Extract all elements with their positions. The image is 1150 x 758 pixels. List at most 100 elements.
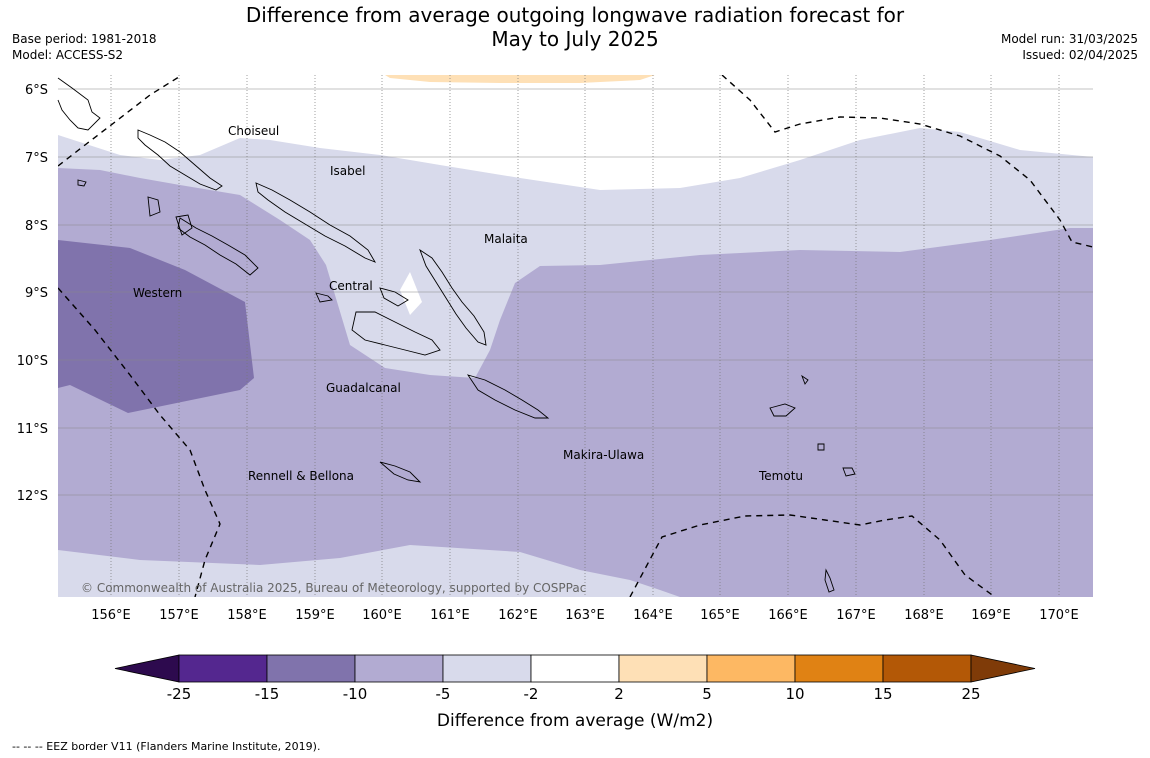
province-label-makira-ulawa: Makira-Ulawa (563, 448, 644, 462)
lon-label: 165°E (700, 608, 740, 623)
title-line-1: Difference from average outgoing longwav… (245, 3, 905, 27)
band-minus2-to-2 (58, 75, 1093, 190)
band-2-to-5 (385, 75, 655, 83)
tikopia-coast (817, 443, 825, 451)
vella-lavella-coast (175, 214, 193, 236)
province-label-choiseul: Choiseul (228, 124, 279, 138)
colorbar-tick-labels: -25 -15 -10 -5 -2 2 5 10 15 25 (167, 685, 981, 703)
colorbar-tick: 2 (614, 685, 624, 703)
lon-label: 162°E (498, 608, 538, 623)
lon-label: 164°E (633, 608, 673, 623)
eez-border-south (629, 514, 996, 597)
treasury-islands-coast (77, 179, 87, 187)
bougainville-coast (57, 77, 101, 131)
lon-label: 158°E (227, 608, 267, 623)
lon-label: 169°E (971, 608, 1011, 623)
lon-label: 157°E (159, 608, 199, 623)
colorbar (114, 654, 1036, 683)
band-minus15-to-minus10 (58, 240, 254, 413)
chart-title: Difference from average outgoing longwav… (150, 3, 1000, 51)
reef-islands-coast (801, 374, 809, 385)
lat-label: 12°S (17, 489, 48, 504)
graticule (58, 75, 1093, 597)
lat-label: 7°S (25, 151, 48, 166)
lon-label: 170°E (1039, 608, 1079, 623)
lon-label: 166°E (768, 608, 808, 623)
lon-label: 163°E (565, 608, 605, 623)
province-label-rennell-bellona: Rennell & Bellona (248, 469, 354, 483)
colorbar-tick: 15 (873, 685, 892, 703)
band-minus5-to-minus2-south (58, 545, 680, 597)
lat-label: 9°S (25, 286, 48, 301)
rennell-coast (379, 461, 422, 483)
eez-border-west (58, 287, 221, 597)
model-name: Model: ACCESS-S2 (12, 48, 124, 62)
colorbar-tick: -2 (524, 685, 539, 703)
anuta-coast (824, 568, 835, 593)
lat-label: 6°S (25, 83, 48, 98)
russell-islands-coast (315, 292, 333, 303)
colorbar-tick: -25 (167, 685, 192, 703)
colorbar-segment (178, 654, 268, 683)
issued-date: Issued: 02/04/2025 (1022, 48, 1138, 62)
lon-label: 161°E (430, 608, 470, 623)
eez-border-northwest (58, 75, 183, 167)
base-period: Base period: 1981-2018 (12, 32, 157, 46)
makira-coast (466, 374, 550, 419)
ranongga-coast (147, 196, 161, 217)
lat-tick-labels: 6°S 7°S 8°S 9°S 10°S 11°S 12°S (17, 83, 48, 504)
lat-label: 10°S (17, 354, 48, 369)
province-label-temotu: Temotu (758, 469, 803, 483)
colorbar-tick: -10 (343, 685, 368, 703)
province-label-western: Western (133, 286, 182, 300)
lon-label: 156°E (91, 608, 131, 623)
colorbar-tick: 5 (702, 685, 712, 703)
anomaly-field (58, 75, 1093, 597)
isabel-coast (255, 182, 377, 263)
colorbar-label: Difference from average (W/m2) (437, 711, 713, 731)
vanikoro-coast (842, 467, 856, 477)
colorbar-extend-high (970, 654, 1036, 683)
lon-label: 159°E (295, 608, 335, 623)
colorbar-tick: 25 (961, 685, 980, 703)
province-labels: Choiseul Isabel Malaita Central Western … (133, 124, 803, 483)
colorbar-segment (706, 654, 796, 683)
eez-border-north (721, 75, 1093, 248)
colorbar-segment (530, 654, 620, 683)
colorbar-segment (266, 654, 356, 683)
band-minus5-to-minus2-north (58, 75, 1093, 378)
colorbar-segment (354, 654, 444, 683)
province-label-isabel: Isabel (330, 164, 365, 178)
colorbar-segment (794, 654, 884, 683)
colorbar-extend-low (114, 654, 180, 683)
lon-label: 167°E (836, 608, 876, 623)
new-georgia-coast (177, 217, 259, 276)
colorbar-segment (618, 654, 708, 683)
coastlines (57, 77, 856, 593)
choiseul-coast (137, 129, 223, 191)
title-line-2: May to July 2025 (491, 27, 659, 51)
guadalcanal-coast (351, 311, 441, 356)
colorbar-tick: -5 (436, 685, 451, 703)
eez-borders (58, 75, 1093, 597)
meta-left: Base period: 1981-2018 Model: ACCESS-S2 (12, 31, 157, 63)
santa-cruz-coast (769, 403, 796, 417)
eez-legend-note: -- -- -- EEZ border V11 (Flanders Marine… (12, 740, 321, 753)
lat-label: 8°S (25, 219, 48, 234)
colorbar-segment (442, 654, 532, 683)
province-label-malaita: Malaita (484, 232, 528, 246)
model-run: Model run: 31/03/2025 (1000, 32, 1138, 46)
malaita-coast (419, 248, 487, 346)
lon-label: 168°E (904, 608, 944, 623)
meta-right: Model run: 31/03/2025 Issued: 02/04/2025 (1001, 31, 1138, 63)
copyright-notice: © Commonwealth of Australia 2025, Bureau… (81, 581, 586, 595)
province-label-guadalcanal: Guadalcanal (326, 381, 401, 395)
band-minus2-to-2-small (400, 272, 422, 315)
lon-tick-labels: 156°E 157°E 158°E 159°E 160°E 161°E 162°… (91, 608, 1079, 623)
colorbar-tick: -15 (255, 685, 280, 703)
colorbar-segment (882, 654, 972, 683)
lat-label: 11°S (17, 422, 48, 437)
lon-label: 160°E (362, 608, 402, 623)
province-label-central: Central (329, 279, 373, 293)
